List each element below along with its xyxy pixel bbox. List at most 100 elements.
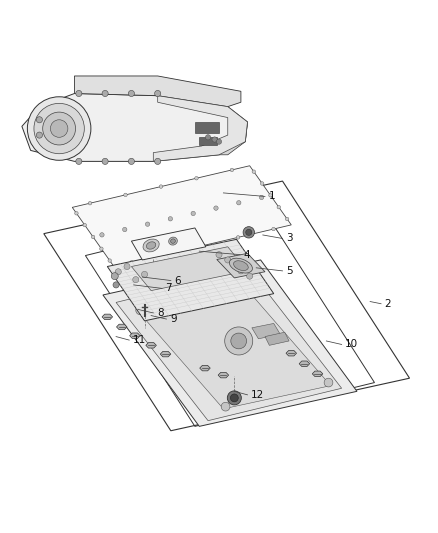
Circle shape: [100, 247, 103, 251]
Circle shape: [76, 158, 82, 165]
Polygon shape: [131, 247, 247, 290]
Circle shape: [115, 269, 121, 275]
Circle shape: [130, 261, 133, 264]
Ellipse shape: [50, 120, 68, 138]
Circle shape: [88, 201, 92, 205]
Circle shape: [136, 306, 145, 314]
Circle shape: [92, 235, 95, 239]
Polygon shape: [146, 343, 156, 348]
Polygon shape: [102, 314, 113, 320]
Circle shape: [221, 402, 230, 411]
Circle shape: [259, 195, 264, 199]
Ellipse shape: [146, 242, 156, 249]
Circle shape: [230, 168, 234, 172]
Polygon shape: [312, 371, 323, 376]
Ellipse shape: [169, 237, 177, 245]
Circle shape: [277, 205, 281, 209]
Ellipse shape: [27, 97, 91, 160]
Polygon shape: [72, 166, 291, 266]
Circle shape: [123, 227, 127, 232]
Circle shape: [230, 394, 238, 402]
Circle shape: [124, 193, 127, 197]
Ellipse shape: [233, 261, 248, 271]
Circle shape: [155, 158, 161, 165]
Circle shape: [102, 158, 108, 165]
Circle shape: [74, 212, 78, 215]
Polygon shape: [217, 253, 265, 278]
Circle shape: [36, 117, 42, 123]
Circle shape: [194, 176, 198, 180]
Text: 2: 2: [385, 298, 391, 309]
Text: 10: 10: [345, 340, 358, 350]
Polygon shape: [131, 228, 206, 260]
Circle shape: [145, 222, 150, 227]
Ellipse shape: [171, 239, 175, 243]
Circle shape: [214, 206, 218, 211]
Circle shape: [128, 158, 134, 165]
Circle shape: [247, 273, 253, 279]
Circle shape: [227, 391, 241, 405]
Circle shape: [108, 259, 111, 262]
FancyBboxPatch shape: [199, 137, 217, 145]
Polygon shape: [130, 333, 140, 338]
Polygon shape: [103, 260, 357, 426]
Circle shape: [133, 277, 139, 282]
Ellipse shape: [34, 103, 84, 154]
Text: 12: 12: [251, 390, 264, 400]
Circle shape: [225, 257, 231, 263]
Polygon shape: [116, 270, 342, 421]
Circle shape: [324, 378, 333, 387]
Circle shape: [166, 252, 169, 256]
Circle shape: [155, 91, 161, 96]
Polygon shape: [117, 324, 127, 330]
Text: 1: 1: [268, 191, 275, 201]
Polygon shape: [22, 93, 247, 161]
Polygon shape: [74, 76, 241, 107]
Text: 6: 6: [174, 276, 181, 286]
Circle shape: [268, 193, 272, 197]
Circle shape: [102, 91, 108, 96]
Circle shape: [128, 91, 134, 96]
Circle shape: [36, 132, 42, 138]
Circle shape: [212, 137, 217, 142]
Polygon shape: [136, 285, 331, 409]
Polygon shape: [153, 96, 247, 161]
Polygon shape: [252, 324, 280, 339]
Circle shape: [272, 227, 275, 231]
Circle shape: [237, 200, 241, 205]
Circle shape: [285, 217, 289, 221]
FancyBboxPatch shape: [195, 122, 219, 133]
Polygon shape: [286, 351, 297, 356]
Circle shape: [159, 185, 162, 188]
Circle shape: [243, 227, 254, 238]
Text: 3: 3: [286, 233, 293, 244]
Polygon shape: [160, 351, 171, 357]
Circle shape: [238, 268, 244, 274]
Circle shape: [111, 273, 118, 280]
Circle shape: [76, 91, 82, 96]
Circle shape: [83, 223, 86, 227]
Text: 8: 8: [157, 308, 163, 318]
Circle shape: [100, 233, 104, 237]
Polygon shape: [265, 332, 289, 345]
Polygon shape: [219, 122, 247, 155]
Ellipse shape: [230, 258, 252, 273]
Text: 11: 11: [133, 335, 146, 345]
Polygon shape: [200, 366, 210, 371]
Circle shape: [168, 216, 173, 221]
Ellipse shape: [143, 239, 159, 252]
Polygon shape: [107, 239, 274, 321]
Text: 5: 5: [286, 266, 293, 276]
Text: 4: 4: [244, 249, 250, 260]
Circle shape: [231, 333, 247, 349]
Polygon shape: [299, 361, 310, 367]
Circle shape: [205, 135, 211, 140]
Circle shape: [237, 236, 240, 239]
Text: 7: 7: [166, 284, 172, 293]
Circle shape: [201, 244, 204, 247]
Circle shape: [216, 139, 222, 144]
Circle shape: [246, 229, 252, 236]
Circle shape: [216, 252, 222, 258]
Circle shape: [141, 271, 148, 278]
Text: 9: 9: [170, 314, 177, 324]
